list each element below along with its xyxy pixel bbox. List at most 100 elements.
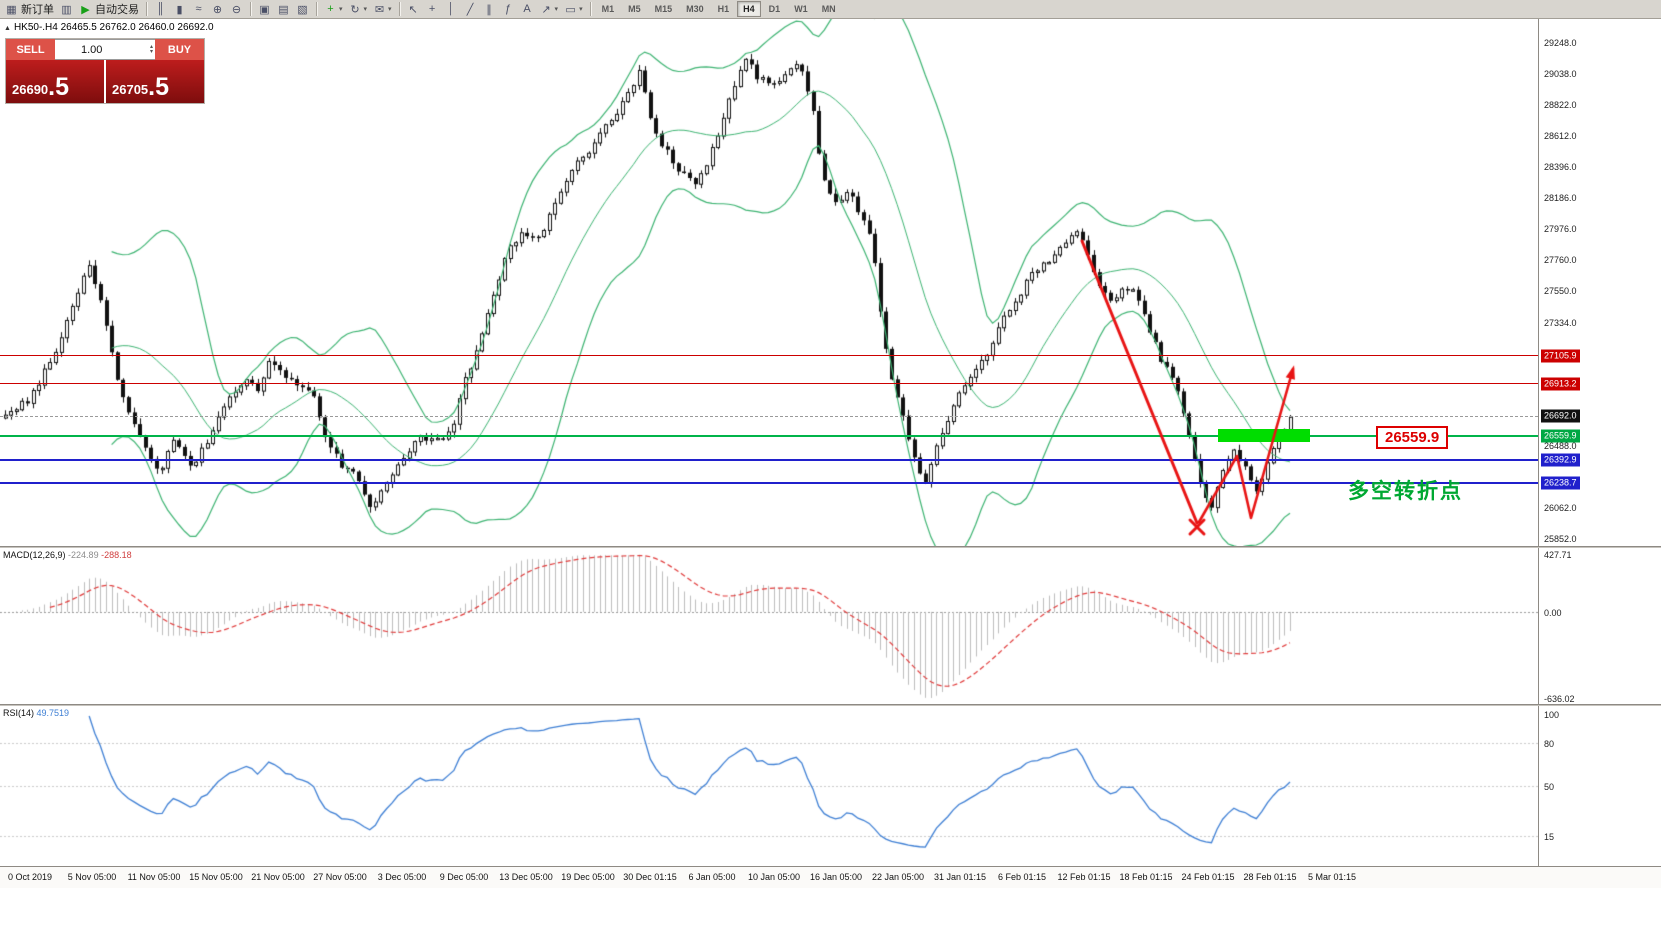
highlight-rectangle[interactable] [1218,429,1310,442]
price-tick-29248.0: 29248.0 [1544,38,1577,48]
chart-window-button[interactable]: ▥ [57,1,76,18]
timeframe-mn-button[interactable]: MN [821,4,836,14]
pane-divider[interactable] [0,546,1661,548]
sell-price-fraction: .5 [48,73,70,102]
price-tick-28822.0: 28822.0 [1544,100,1577,111]
cursor-button[interactable]: ↖ [404,1,423,18]
zoom-in-icon: ⊕ [212,3,223,16]
period-sync-button[interactable]: ↻ ▾ [346,1,371,18]
timeframe-h4-button[interactable]: H4 [737,1,761,17]
price-tick-26062.0: 26062.0 [1544,503,1577,514]
turning-point-note[interactable]: 多空转折点 [1348,480,1463,503]
rsi-tick-50: 50 [1544,782,1555,792]
templates-button[interactable]: ✉ ▾ [370,1,395,18]
time-label-1: 5 Nov 05:00 [67,872,117,882]
templates-icon: ✉ [374,3,385,16]
pane-divider[interactable] [0,704,1661,706]
arrange-windows-icon: ▧ [297,3,308,16]
toolbar-separator [316,2,317,16]
time-label-6: 3 Dec 05:00 [377,872,427,882]
toolbar-separator [250,2,251,16]
time-label-10: 30 Dec 01:15 [623,872,677,882]
macd-tick-427.71: 427.71 [1544,550,1572,560]
auto-trading-button[interactable]: ▶ 自动交易 [76,1,142,18]
zoom-in-button[interactable]: ⊕ [208,1,227,18]
price-tick-28396.0: 28396.0 [1544,162,1577,173]
price-tick-26559.9: 26559.9 [1541,429,1580,443]
time-label-4: 21 Nov 05:00 [251,872,305,882]
dropdown-arrow-icon: ▾ [363,6,368,13]
timeframe-h1-button[interactable]: H1 [717,4,730,14]
main-chart-pane[interactable]: ▲ HK50-.H4 26465.5 26762.0 26460.0 26692.… [0,19,1538,546]
volume-down-icon[interactable]: ▾ [149,48,153,55]
time-label-18: 18 Feb 01:15 [1119,872,1173,882]
arrange-windows-button[interactable]: ▧ [293,1,312,18]
dropdown-arrow-icon: ▾ [579,6,583,13]
price-tick-26238.7: 26238.7 [1541,476,1580,489]
support-line-blue-1[interactable] [0,458,1538,461]
time-label-0: 0 Oct 2019 [7,872,53,882]
equidistant-channel-button[interactable]: ∥ [480,1,499,18]
text-label-button[interactable]: A [518,1,537,18]
price-tick-26488.0: 26488.0 [1544,441,1577,452]
cursor-icon: ↖ [408,3,418,16]
support-line-blue-2[interactable] [0,481,1538,484]
cascade-windows-button[interactable]: ▤ [274,1,293,18]
price-callout-label[interactable]: 26559.9 [1376,426,1449,449]
time-axis[interactable]: 0 Oct 2019 5 Nov 05:00 11 Nov 05:00 15 Nov … [0,866,1661,888]
resistance-line-2[interactable] [0,383,1538,385]
new-order-icon: ▦ [6,3,17,16]
macd-pane[interactable]: MACD(12,26,9) -224.89 -288.18 [0,548,1538,704]
zoom-out-button[interactable]: ⊖ [227,1,246,18]
main-chart-canvas[interactable] [0,19,1538,546]
fibonacci-icon: ƒ [504,3,512,15]
candlestick-chart-button[interactable]: ▮ [170,1,189,18]
time-label-14: 22 Jan 05:00 [871,872,925,882]
timeframe-d1-button[interactable]: D1 [768,4,781,14]
bar-chart-button[interactable]: ║ [151,1,170,18]
rsi-value: 49.7519 [36,708,70,718]
resistance-line-1[interactable] [0,355,1538,357]
crosshair-button[interactable]: + [423,1,442,18]
price-tick-25852.0: 25852.0 [1544,533,1577,544]
price-tick-27760.0: 27760.0 [1544,255,1577,266]
fibonacci-button[interactable]: ƒ [499,1,518,18]
indicators-icon: + [327,3,334,15]
sell-button[interactable]: SELL [6,39,55,60]
bar-chart-icon: ║ [156,3,165,15]
macd-label: MACD(12,26,9) -224.89 -288.18 [3,550,132,560]
period-sync-icon: ↻ [350,3,360,16]
timeframe-m30-button[interactable]: M30 [686,4,704,14]
zoom-out-icon: ⊖ [231,3,242,16]
buy-price[interactable]: 26705.5 [106,60,204,103]
sell-price[interactable]: 26690.5 [6,60,104,103]
timeframe-m5-button[interactable]: M5 [628,4,641,14]
macd-name: MACD(12,26,9) [3,550,66,560]
indicators-button[interactable]: + ▾ [321,1,346,18]
new-order-button[interactable]: ▦ 新订单 [2,1,57,18]
rsi-name: RSI(14) [3,708,35,718]
timeframe-m1-button[interactable]: M1 [601,4,615,14]
price-tick-29038.0: 29038.0 [1544,68,1577,79]
volume-stepper[interactable]: ▴ ▾ [149,44,153,55]
macd-value-main: -224.89 [68,550,99,560]
trendline-button[interactable]: ╱ [461,1,480,18]
buy-button[interactable]: BUY [155,39,204,60]
price-axis[interactable]: 29248.0 29038.0 28822.0 28612.0 28396.0 28186… [1538,19,1661,866]
rsi-tick-100: 100 [1544,710,1560,720]
tile-windows-button[interactable]: ▣ [255,1,274,18]
timeframe-w1-button[interactable]: W1 [794,4,808,14]
toolbar-separator [398,2,400,16]
rsi-pane[interactable]: RSI(14) 49.7519 [0,706,1538,866]
line-chart-icon: ≈ [195,3,202,15]
shape-tools-button[interactable]: ▭ ▾ [561,1,586,18]
timeframe-m15-button[interactable]: M15 [654,4,673,14]
arrow-tools-button[interactable]: ↗ ▾ [537,1,562,18]
volume-field[interactable]: 1.00 ▴ ▾ [55,39,155,60]
vertical-line-button[interactable]: │ [442,1,461,18]
price-tick-27550.0: 27550.0 [1544,285,1577,296]
dropdown-arrow-icon: ▾ [554,6,559,13]
line-chart-button[interactable]: ≈ [189,1,208,18]
time-label-12: 10 Jan 05:00 [747,872,801,882]
